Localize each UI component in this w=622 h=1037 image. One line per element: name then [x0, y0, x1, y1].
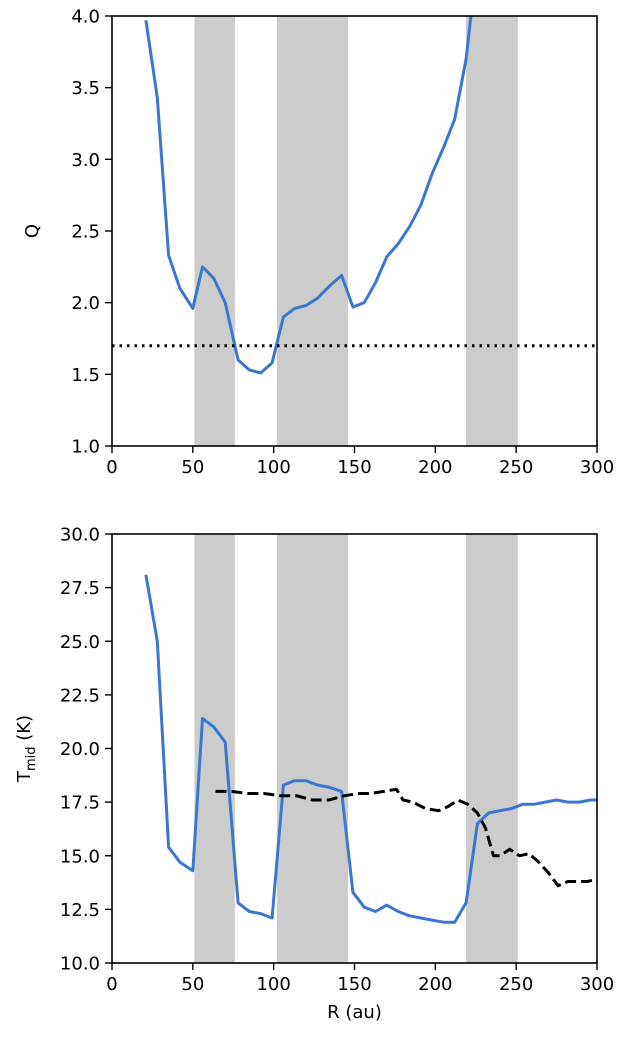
x-tick-label: 250 — [499, 457, 533, 478]
shaded-band — [466, 534, 518, 963]
x-tick-label: 300 — [580, 974, 614, 995]
x-axis-label: R (au) — [327, 1002, 382, 1023]
y-tick-label: 30.0 — [60, 525, 100, 546]
y-tick-label: 1.5 — [71, 365, 100, 386]
y-axis-label: Tmid (K) — [14, 715, 39, 783]
x-tick-label: 50 — [181, 457, 204, 478]
series-line — [144, 574, 597, 924]
x-tick-label: 100 — [256, 457, 290, 478]
shaded-band — [194, 16, 235, 446]
y-tick-label: 15.0 — [60, 846, 100, 867]
series-line — [144, 15, 473, 375]
x-tick-label: 200 — [418, 974, 452, 995]
y-tick-label: 20.0 — [60, 739, 100, 760]
x-tick-label: 200 — [418, 457, 452, 478]
plot-frame — [111, 533, 598, 964]
y-tick-label: 2.5 — [71, 222, 100, 243]
y-axis-label-subscript: mid — [24, 747, 39, 772]
y-axis-label-unit: (K) — [14, 715, 35, 747]
y-tick-label: 1.0 — [71, 437, 100, 458]
temperature-panel: 0 50 100 150 200 250 300 10.0 12.5 15.0 17.5 20.0 22… — [14, 525, 614, 1024]
x-tick-label: 150 — [337, 974, 371, 995]
q-panel: 0 50 100 150 200 250 300 1.0 1.5 2.0 2.5 3.0 3.5 4.0 Q — [22, 7, 614, 479]
x-tick-label: 250 — [499, 974, 533, 995]
y-tick-label: 25.0 — [60, 632, 100, 653]
y-tick-label: 22.5 — [60, 685, 100, 706]
x-tick-label: 0 — [106, 974, 117, 995]
y-tick-label: 2.0 — [71, 293, 100, 314]
x-tick-label: 0 — [106, 457, 117, 478]
x-tick-label: 150 — [337, 457, 371, 478]
y-axis-label: Q — [22, 224, 43, 238]
x-tick-label: 100 — [256, 974, 290, 995]
y-tick-label: 3.0 — [71, 150, 100, 171]
shaded-band — [276, 534, 349, 963]
plot-frame — [111, 15, 598, 447]
y-tick-label: 3.5 — [71, 78, 100, 99]
y-tick-label: 4.0 — [71, 7, 100, 28]
x-tick-label: 50 — [181, 974, 204, 995]
y-tick-label: 10.0 — [60, 954, 100, 975]
shaded-band — [276, 16, 349, 446]
y-axis-label-main: T — [14, 770, 35, 783]
y-tick-label: 17.5 — [60, 793, 100, 814]
shaded-band — [466, 16, 518, 446]
y-tick-label: 27.5 — [60, 578, 100, 599]
y-tick-label: 12.5 — [60, 900, 100, 921]
dashed-line — [215, 787, 598, 888]
x-tick-label: 300 — [580, 457, 614, 478]
